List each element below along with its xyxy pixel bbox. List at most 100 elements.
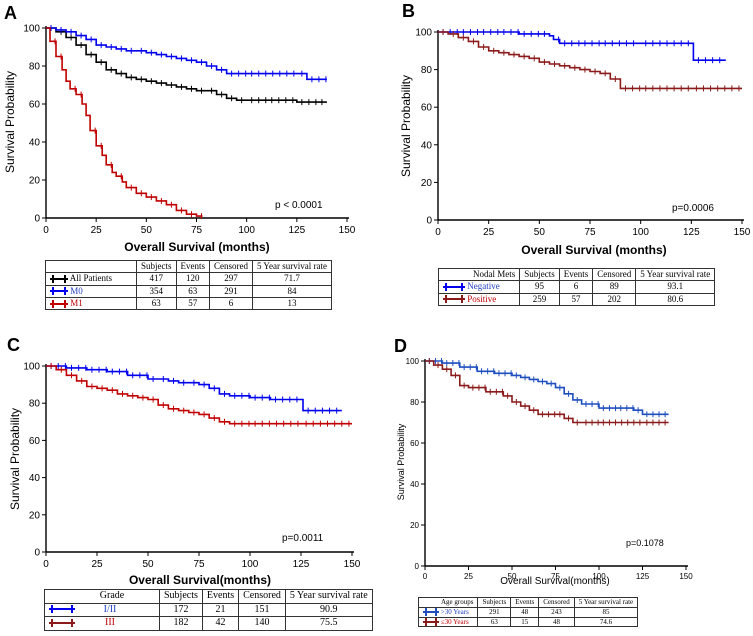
x-tick-label: 25 (483, 227, 495, 238)
y-tick-label: 100 (23, 24, 40, 35)
y-tick-label: 20 (29, 176, 41, 187)
y-axis-label-a: Survival Probability (3, 71, 17, 173)
legend-censored: 48 (538, 616, 575, 628)
x-tick-label: 150 (734, 227, 751, 238)
x-tick-label: 75 (584, 227, 596, 238)
legend-row: All Patients 417 120 297 71.7 (45, 272, 332, 286)
x-tick-label: 150 (679, 572, 693, 581)
legend-header-cell: Age groups (417, 597, 479, 608)
y-tick-label: 20 (410, 521, 419, 530)
legend-censored: 291 (209, 284, 253, 298)
legend-header-cell: Subjects (477, 597, 512, 608)
legend-events: 57 (558, 292, 594, 306)
legend-header-cell: 5 Year survival rate (635, 267, 716, 282)
panel-a: A 0 20 40 60 80 100 0 25 50 75 100 125 150 Overall S… (3, 3, 356, 254)
legend-header-row: Nodal Mets Subjects Events Censored 5 Ye… (437, 267, 716, 282)
survival-curve-2 (46, 365, 352, 425)
legend-series-cell: M1 (45, 296, 137, 311)
legend-subjects: 63 (477, 616, 512, 628)
legend-swatch-line (423, 617, 439, 626)
y-tick-label: 20 (29, 510, 41, 521)
panel-letter-b: B (402, 1, 415, 21)
legend-series-cell: >30 Years (417, 606, 479, 618)
legend-subjects: 291 (477, 606, 512, 618)
y-tick-label: 0 (415, 562, 420, 571)
legend-header-cell: Events (175, 259, 210, 274)
legend-series-name: M0 (70, 285, 83, 296)
x-tick-label: 0 (43, 559, 49, 570)
legend-row: I/II 172 21 151 90.9 (44, 602, 373, 617)
survival-curve-3 (46, 27, 203, 217)
y-tick-label: 40 (410, 480, 419, 489)
survival-curve-1 (46, 365, 342, 412)
y-tick-label: 100 (415, 28, 432, 39)
legend-series-name: All Patients (69, 273, 113, 284)
y-tick-label: 40 (29, 473, 41, 484)
legend-header-cell: Censored (238, 589, 286, 604)
panel-letter-d: D (394, 336, 407, 356)
x-tick-label: 125 (683, 227, 700, 238)
legend-subjects: 259 (519, 292, 560, 306)
legend-table-c: Grade Subjects Events Censored 5 Year su… (44, 589, 373, 631)
legend-series-cell: All Patients (45, 272, 137, 286)
x-tick-label: 100 (632, 227, 649, 238)
legend-header-cell: 5 Year survival rate (252, 259, 332, 274)
legend-header-cell: Censored (538, 597, 575, 608)
x-tick-label: 0 (43, 225, 49, 236)
x-axis-label-b: Overall Survival (months) (521, 243, 666, 257)
legend-series-cell: Positive (437, 292, 521, 306)
legend-series-name: >30 Years (440, 607, 469, 616)
y-tick-label: 40 (421, 140, 433, 151)
legend-header-cell: Censored (592, 267, 637, 282)
panel-b: B 0 20 40 60 80 100 0 25 50 75 100 125 150 Overall S… (399, 1, 751, 257)
legend-events: 42 (201, 616, 240, 631)
y-tick-label: 60 (410, 439, 419, 448)
legend-series-cell: III (44, 616, 160, 631)
legend-row: III 182 42 140 75.5 (44, 616, 373, 631)
legend-header-cell: 5 Year survival rate (573, 597, 639, 608)
x-tick-label: 100 (242, 559, 259, 570)
legend-rate: 93.1 (635, 280, 716, 294)
legend-rate: 85 (573, 606, 639, 618)
legend-events: 15 (510, 616, 540, 628)
legend-series-name: Negative (467, 281, 500, 292)
legend-header-cell: Censored (209, 259, 253, 274)
legend-events: 21 (201, 602, 240, 617)
legend-table-d: Age groups Subjects Events Censored 5 Ye… (417, 597, 639, 628)
x-tick-label: 25 (464, 572, 473, 581)
y-tick-label: 0 (34, 548, 40, 559)
survival-curve-1 (46, 27, 327, 103)
legend-rate: 13 (252, 296, 332, 311)
x-tick-label: 50 (141, 225, 153, 236)
x-tick-label: 50 (142, 559, 154, 570)
legend-header-cell (45, 259, 137, 274)
y-tick-label: 60 (421, 103, 433, 114)
y-tick-label: 40 (29, 138, 41, 149)
y-tick-label: 60 (29, 436, 41, 447)
x-tick-label: 25 (91, 559, 103, 570)
x-tick-label: 0 (423, 572, 428, 581)
legend-series-name: I/II (103, 603, 117, 615)
legend-header-cell: Subjects (519, 267, 560, 282)
panel-letter-c: C (7, 335, 20, 355)
p-value-d: p=0.1078 (626, 538, 664, 548)
survival-curve-1 (425, 360, 669, 416)
survival-curve-1 (438, 31, 726, 61)
legend-censored: 89 (592, 280, 637, 294)
legend-rate: 84 (252, 284, 332, 298)
legend-header-row: Grade Subjects Events Censored 5 Year su… (44, 589, 373, 604)
legend-rate: 80.6 (635, 292, 716, 306)
legend-series-cell: I/II (44, 602, 160, 617)
legend-row: M1 63 57 6 13 (45, 296, 332, 311)
x-tick-label: 50 (534, 227, 546, 238)
x-tick-label: 150 (344, 559, 361, 570)
y-tick-label: 0 (426, 216, 432, 227)
legend-rate: 71.7 (252, 272, 332, 286)
legend-series-name: ≤30 Years (440, 617, 469, 626)
legend-header-cell: Events (558, 267, 594, 282)
y-tick-label: 100 (23, 362, 40, 373)
x-tick-label: 100 (592, 572, 606, 581)
legend-series-name: M1 (70, 297, 83, 308)
legend-row: Positive 259 57 202 80.6 (437, 292, 716, 306)
